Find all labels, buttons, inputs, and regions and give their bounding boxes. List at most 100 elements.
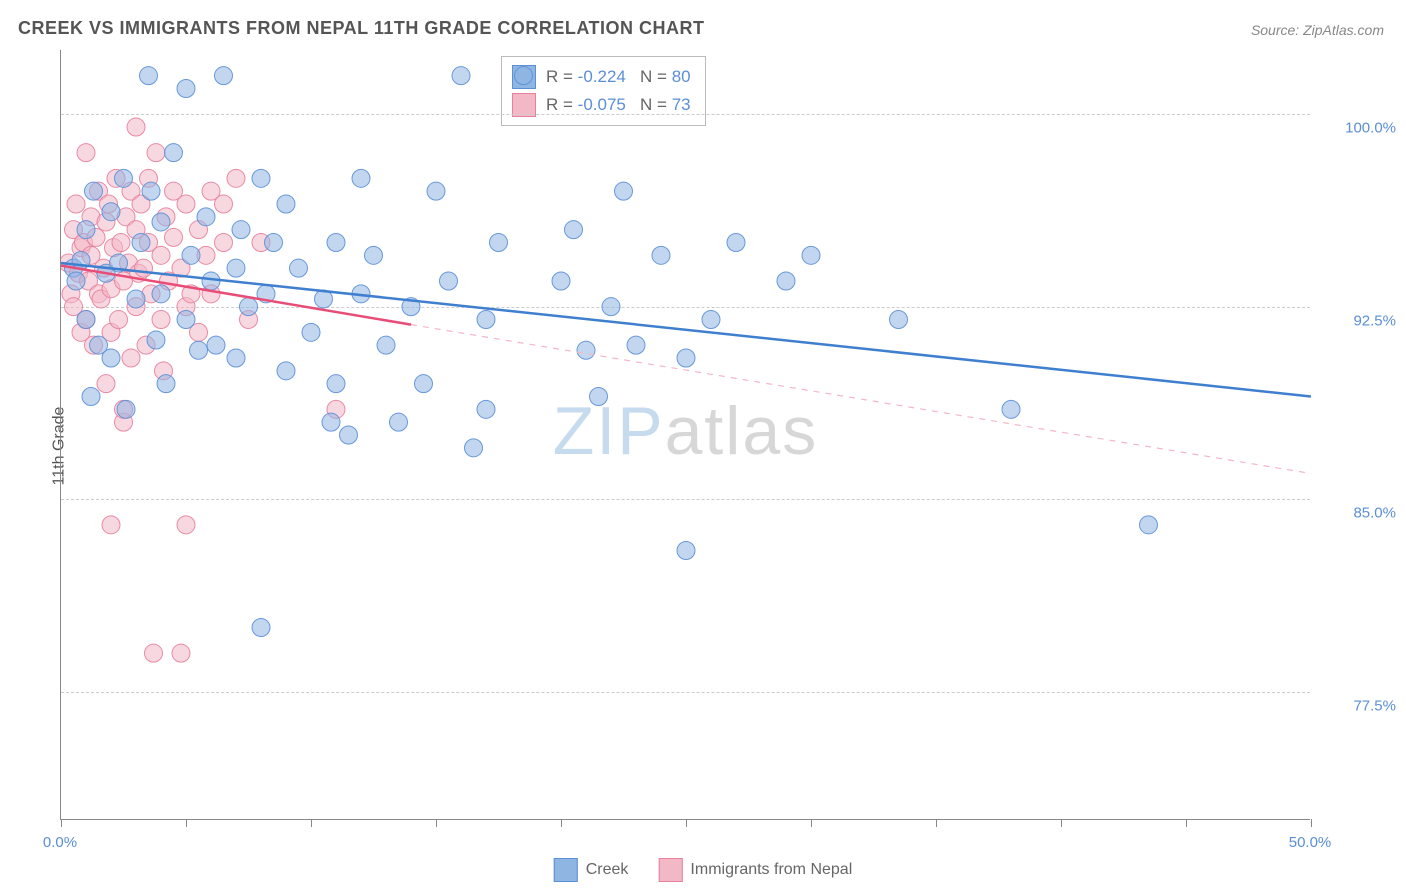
scatter-point bbox=[85, 182, 103, 200]
regression-line bbox=[61, 263, 1311, 396]
legend-swatch bbox=[554, 858, 578, 882]
scatter-point bbox=[322, 413, 340, 431]
scatter-point bbox=[440, 272, 458, 290]
scatter-point bbox=[147, 144, 165, 162]
scatter-point bbox=[177, 80, 195, 98]
scatter-point bbox=[377, 336, 395, 354]
y-tick-label: 85.0% bbox=[1353, 505, 1396, 522]
legend-item: Immigrants from Nepal bbox=[658, 858, 852, 882]
scatter-point bbox=[427, 182, 445, 200]
scatter-point bbox=[117, 400, 135, 418]
x-tick bbox=[186, 819, 187, 827]
y-tick-label: 100.0% bbox=[1345, 120, 1396, 137]
x-tick bbox=[1061, 819, 1062, 827]
x-tick bbox=[686, 819, 687, 827]
scatter-point bbox=[152, 213, 170, 231]
scatter-point bbox=[327, 234, 345, 252]
scatter-point bbox=[252, 619, 270, 637]
scatter-point bbox=[152, 285, 170, 303]
scatter-point bbox=[145, 644, 163, 662]
scatter-point bbox=[202, 272, 220, 290]
scatter-point bbox=[77, 144, 95, 162]
scatter-point bbox=[147, 331, 165, 349]
scatter-point bbox=[327, 375, 345, 393]
scatter-point bbox=[197, 208, 215, 226]
source-label: Source: ZipAtlas.com bbox=[1251, 22, 1384, 38]
x-tick bbox=[436, 819, 437, 827]
scatter-point bbox=[265, 234, 283, 252]
scatter-point bbox=[67, 272, 85, 290]
scatter-point bbox=[227, 349, 245, 367]
scatter-point bbox=[565, 221, 583, 239]
scatter-point bbox=[102, 516, 120, 534]
scatter-point bbox=[515, 67, 533, 85]
scatter-point bbox=[240, 298, 258, 316]
scatter-point bbox=[890, 311, 908, 329]
scatter-point bbox=[415, 375, 433, 393]
x-tick bbox=[811, 819, 812, 827]
scatter-point bbox=[127, 290, 145, 308]
scatter-point bbox=[390, 413, 408, 431]
bottom-legend: Creek Immigrants from Nepal bbox=[554, 858, 853, 882]
plot-area: ZIPatlas R = -0.224 N = 80R = -0.075 N =… bbox=[60, 50, 1310, 820]
scatter-point bbox=[227, 259, 245, 277]
scatter-point bbox=[590, 388, 608, 406]
scatter-point bbox=[277, 195, 295, 213]
x-min-label: 0.0% bbox=[43, 834, 77, 851]
scatter-point bbox=[165, 228, 183, 246]
scatter-point bbox=[152, 246, 170, 264]
scatter-point bbox=[677, 349, 695, 367]
y-tick-label: 77.5% bbox=[1353, 697, 1396, 714]
scatter-point bbox=[215, 67, 233, 85]
scatter-point bbox=[110, 311, 128, 329]
scatter-point bbox=[290, 259, 308, 277]
scatter-point bbox=[602, 298, 620, 316]
scatter-point bbox=[177, 311, 195, 329]
scatter-point bbox=[277, 362, 295, 380]
scatter-point bbox=[340, 426, 358, 444]
legend-label: Immigrants from Nepal bbox=[690, 861, 852, 879]
legend-swatch bbox=[658, 858, 682, 882]
scatter-point bbox=[702, 311, 720, 329]
scatter-point bbox=[352, 169, 370, 187]
scatter-point bbox=[452, 67, 470, 85]
chart-container: CREEK VS IMMIGRANTS FROM NEPAL 11TH GRAD… bbox=[0, 0, 1406, 892]
x-tick bbox=[61, 819, 62, 827]
scatter-point bbox=[142, 182, 160, 200]
x-tick bbox=[311, 819, 312, 827]
scatter-point bbox=[140, 67, 158, 85]
scatter-point bbox=[1140, 516, 1158, 534]
scatter-point bbox=[215, 195, 233, 213]
scatter-point bbox=[615, 182, 633, 200]
scatter-point bbox=[465, 439, 483, 457]
scatter-point bbox=[67, 195, 85, 213]
scatter-point bbox=[302, 323, 320, 341]
scatter-point bbox=[777, 272, 795, 290]
scatter-point bbox=[135, 259, 153, 277]
scatter-point bbox=[102, 349, 120, 367]
scatter-point bbox=[190, 341, 208, 359]
scatter-point bbox=[82, 388, 100, 406]
scatter-point bbox=[112, 234, 130, 252]
scatter-point bbox=[215, 234, 233, 252]
scatter-point bbox=[157, 375, 175, 393]
x-tick bbox=[561, 819, 562, 827]
scatter-point bbox=[177, 516, 195, 534]
scatter-point bbox=[182, 246, 200, 264]
scatter-point bbox=[365, 246, 383, 264]
scatter-point bbox=[77, 221, 95, 239]
scatter-point bbox=[227, 169, 245, 187]
scatter-point bbox=[477, 400, 495, 418]
scatter-point bbox=[490, 234, 508, 252]
legend-label: Creek bbox=[586, 861, 629, 879]
scatter-point bbox=[177, 195, 195, 213]
scatter-point bbox=[727, 234, 745, 252]
legend-item: Creek bbox=[554, 858, 629, 882]
chart-title: CREEK VS IMMIGRANTS FROM NEPAL 11TH GRAD… bbox=[18, 18, 705, 39]
scatter-point bbox=[1002, 400, 1020, 418]
y-tick-label: 92.5% bbox=[1353, 312, 1396, 329]
scatter-svg bbox=[61, 50, 1311, 820]
scatter-point bbox=[165, 144, 183, 162]
scatter-point bbox=[127, 118, 145, 136]
regression-line bbox=[411, 325, 1311, 474]
